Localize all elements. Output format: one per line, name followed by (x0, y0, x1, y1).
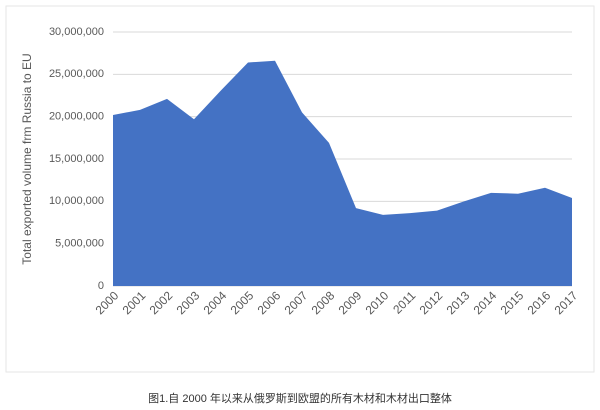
x-tick-label: 2004 (201, 288, 230, 317)
y-tick-label: 30,000,000 (49, 26, 104, 38)
x-tick-label: 2008 (309, 288, 338, 317)
area (113, 60, 572, 286)
x-tick-label: 2011 (390, 288, 418, 316)
x-tick-label: 2003 (174, 288, 203, 317)
chart-border (5, 5, 595, 373)
y-tick-label: 10,000,000 (49, 195, 104, 207)
y-axis-label: Total exported volume frm Russia to EU (20, 53, 34, 264)
x-tick-label: 2009 (336, 288, 365, 317)
x-tick-label: 2006 (255, 288, 284, 317)
caption: 图1.自 2000 年以来从俄罗斯到欧盟的所有木材和木材出口整体 (148, 391, 452, 405)
y-tick-label: 20,000,000 (49, 111, 104, 123)
y-tick-label: 5,000,000 (55, 238, 104, 250)
y-tick-label: 25,000,000 (49, 68, 104, 80)
x-tick-label: 2012 (417, 288, 446, 317)
x-tick-label: 2001 (120, 288, 149, 317)
x-tick-label: 2010 (363, 288, 392, 317)
x-tick-label: 2013 (444, 288, 473, 317)
x-tick-label: 2007 (282, 288, 311, 317)
x-tick-label: 2005 (228, 288, 257, 317)
x-tick-label: 2000 (93, 288, 122, 317)
x-tick-label: 2002 (147, 288, 176, 317)
x-tick-label: 2016 (525, 288, 554, 317)
x-tick-label: 2015 (498, 288, 527, 317)
x-tick-label: 2014 (471, 288, 500, 317)
y-tick-label: 15,000,000 (49, 153, 104, 165)
y-tick-label: 0 (98, 280, 104, 292)
x-tick-label: 2017 (552, 288, 581, 317)
